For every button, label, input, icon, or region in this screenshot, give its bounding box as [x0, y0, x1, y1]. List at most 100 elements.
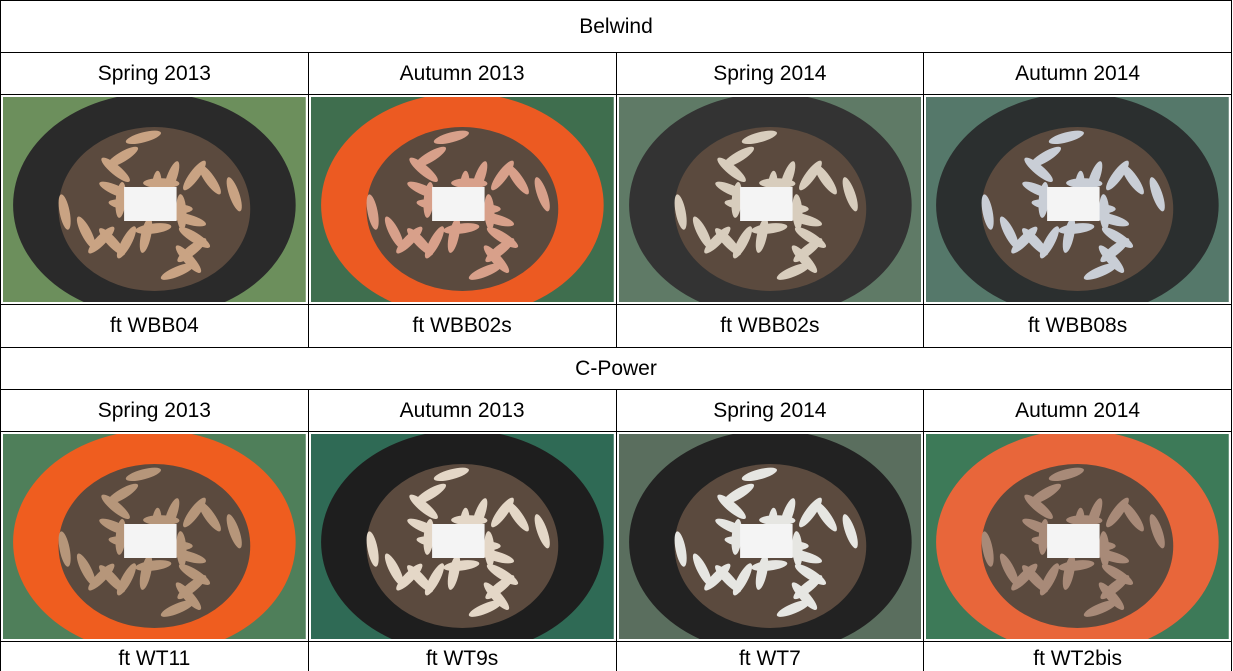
photo: [926, 434, 1229, 639]
fish: [143, 515, 180, 526]
fish: [1121, 164, 1145, 195]
fish: [1149, 514, 1166, 549]
fish: [409, 157, 438, 183]
fish: [115, 181, 127, 218]
fish: [814, 501, 837, 532]
photo-cell: [615, 94, 925, 305]
fish: [1011, 226, 1038, 254]
photo-caption: ft WBB04: [0, 304, 309, 348]
fish: [1121, 501, 1145, 532]
fish: [178, 227, 211, 248]
fish: [423, 518, 434, 555]
site-header: C-Power: [0, 347, 1232, 390]
fish: [981, 194, 994, 230]
table-row: [0, 431, 1232, 642]
fish: [750, 560, 787, 571]
photo-caption: ft WT9s: [307, 641, 617, 671]
fish: [741, 467, 777, 482]
fish: [776, 263, 810, 280]
fish: [101, 494, 130, 520]
label-card: [739, 187, 793, 221]
fish: [722, 483, 754, 505]
fish: [175, 245, 202, 273]
fish: [175, 582, 202, 610]
fish: [692, 216, 712, 249]
photo: [926, 97, 1229, 302]
season-header: Autumn 2013: [307, 52, 617, 95]
fish: [58, 531, 71, 567]
photo-caption: ft WBB02s: [615, 304, 925, 348]
photo-cell: [923, 431, 1232, 642]
fish: [798, 497, 822, 528]
fish: [1040, 563, 1060, 596]
fish: [226, 514, 242, 549]
fish: [1058, 560, 1095, 571]
fish: [101, 157, 130, 183]
label-card: [739, 524, 793, 558]
label-card: [1047, 524, 1100, 558]
fish: [741, 130, 777, 145]
fish: [76, 553, 96, 586]
fish: [692, 553, 712, 586]
fish: [1098, 582, 1125, 610]
photo-cell: [0, 94, 309, 305]
fish: [423, 181, 434, 218]
fish: [1000, 216, 1019, 249]
fish: [143, 178, 180, 189]
fish: [732, 563, 752, 596]
fish: [178, 564, 211, 585]
table-row: Spring 2013 Autumn 2013 Spring 2014 Autumn …: [0, 52, 1232, 95]
label-card: [124, 524, 177, 558]
fish: [842, 177, 858, 212]
fish: [135, 560, 172, 571]
fish: [450, 178, 488, 189]
fish: [135, 223, 172, 234]
fish: [490, 497, 514, 528]
fish: [791, 245, 817, 273]
fish: [1024, 494, 1054, 520]
photo: [3, 97, 306, 302]
table-row: ft WT11 ft WT9s ft WT7 ft WT2bis: [0, 641, 1232, 671]
fish: [384, 216, 404, 249]
fish: [483, 531, 495, 568]
fish: [486, 227, 518, 248]
photo-caption: ft WT2bis: [923, 641, 1232, 671]
fish: [750, 223, 787, 234]
fish: [1106, 497, 1130, 528]
label-card: [124, 187, 177, 221]
fish: [814, 164, 837, 195]
photo-caption: ft WT7: [615, 641, 925, 671]
photo-cell: [615, 431, 925, 642]
fish: [160, 263, 195, 280]
season-header: Spring 2014: [615, 52, 925, 95]
fish: [483, 245, 509, 273]
fish: [1098, 245, 1125, 273]
fish: [116, 226, 137, 259]
fish: [1099, 194, 1110, 231]
fish: [76, 216, 96, 249]
photo-caption: ft WBB02s: [307, 304, 617, 348]
fish: [703, 563, 730, 591]
fish: [1038, 518, 1050, 555]
fish: [798, 160, 822, 191]
label-card: [1047, 187, 1100, 221]
fish: [1029, 483, 1062, 505]
fish: [776, 600, 810, 617]
fish: [88, 563, 115, 591]
fish: [1084, 600, 1118, 617]
fish: [1024, 157, 1054, 183]
photo-cell: [307, 94, 617, 305]
fish: [1029, 146, 1062, 168]
fish: [125, 130, 161, 145]
fish: [1038, 181, 1050, 218]
fish: [468, 600, 503, 617]
fish: [1149, 177, 1166, 212]
table-row: ft WBB04 ft WBB02s ft WBB02s ft WBB08s: [0, 304, 1232, 348]
fish: [58, 194, 71, 230]
fish: [1058, 223, 1095, 234]
season-header: Spring 2013: [0, 389, 309, 432]
label-card: [431, 187, 485, 221]
fish: [468, 263, 503, 280]
